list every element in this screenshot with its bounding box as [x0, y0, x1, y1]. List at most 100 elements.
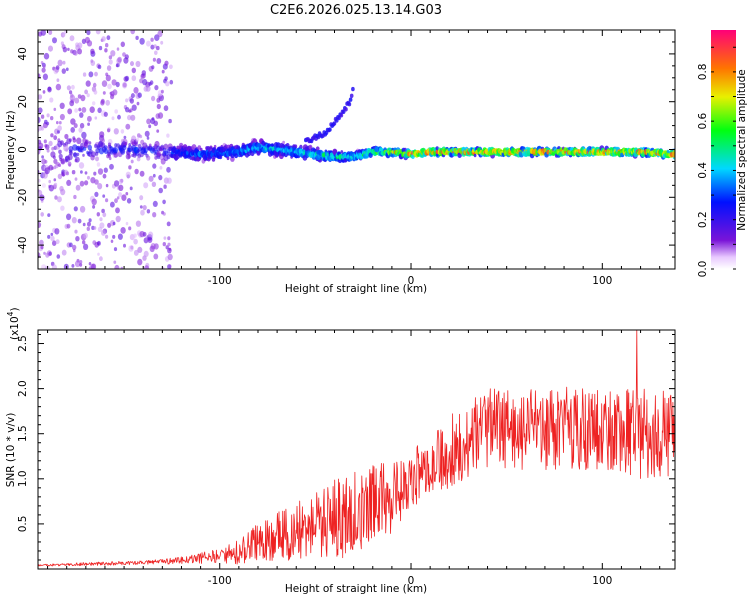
spectral-point	[70, 126, 75, 133]
spectral-point	[38, 139, 42, 145]
spectral-point	[59, 140, 64, 146]
spectral-point	[156, 45, 160, 51]
spectral-point	[153, 253, 159, 260]
snr-ytick-label: 1.5	[17, 425, 29, 442]
spectral-point	[158, 174, 163, 181]
spectral-point	[103, 167, 108, 173]
spectral-point	[315, 146, 320, 152]
spectral-point	[131, 104, 137, 111]
spectral-point	[118, 192, 123, 198]
spectral-point	[129, 186, 133, 191]
spectral-point	[120, 178, 124, 183]
spectral-point	[108, 153, 111, 158]
spectral-point	[129, 108, 133, 113]
spectral-point	[48, 184, 54, 192]
spectral-point	[76, 152, 80, 157]
spectrogram-ytick-label: 20	[17, 95, 29, 108]
snr-multiplier-label: (x104)	[6, 307, 21, 340]
spectral-point	[48, 45, 53, 52]
spectral-point	[143, 250, 149, 257]
spectral-point	[99, 222, 105, 229]
spectral-point	[151, 95, 156, 102]
spectral-point	[82, 222, 86, 227]
spectral-point	[107, 142, 112, 147]
spectral-point	[157, 112, 164, 119]
spectral-point	[38, 178, 41, 183]
spectral-point	[332, 148, 338, 155]
snr-xlabel: Height of straight line (km)	[285, 583, 427, 595]
spectral-point	[90, 48, 95, 54]
colorbar-tick-label: 0.2	[697, 211, 709, 228]
spectral-point	[105, 43, 109, 48]
spectral-point	[77, 218, 82, 224]
spectral-point	[156, 129, 160, 133]
spectral-point	[163, 143, 169, 150]
spectral-point	[168, 247, 172, 251]
spectral-point	[87, 221, 91, 227]
spectral-point	[101, 138, 105, 143]
spectral-point	[102, 173, 107, 179]
spectral-point	[151, 117, 155, 121]
spectral-point	[127, 114, 132, 121]
spectrogram-ytick-label: 40	[17, 47, 29, 60]
spectral-point	[57, 125, 62, 132]
spectral-point	[137, 92, 142, 98]
spectral-point	[59, 113, 65, 121]
spectral-point	[79, 112, 84, 118]
colorbar: 0.0 0.2 0.4 0.6 0.8 Normalized spectral …	[697, 30, 748, 277]
spectral-point	[151, 181, 157, 187]
spectral-point	[75, 156, 80, 163]
spectral-point	[92, 101, 96, 106]
spectral-point	[91, 198, 97, 206]
spectral-point	[87, 122, 90, 126]
spectral-point	[344, 107, 348, 112]
spectral-point	[53, 158, 58, 165]
spectral-point	[48, 140, 53, 147]
spectral-point	[117, 56, 122, 63]
spectral-point	[125, 123, 131, 130]
spectral-point	[58, 153, 63, 160]
spectral-point	[328, 127, 332, 132]
spectral-point	[108, 156, 112, 161]
spectral-point	[55, 65, 60, 70]
spectral-point	[337, 115, 341, 121]
spectral-point	[164, 60, 169, 66]
spectral-point	[52, 240, 57, 246]
spectral-point	[86, 93, 90, 98]
spectral-point	[224, 144, 228, 149]
spectral-point	[67, 153, 73, 161]
spectral-point	[91, 151, 96, 158]
spectral-point	[125, 192, 129, 196]
spectral-point	[348, 97, 353, 102]
spectral-point	[79, 205, 86, 213]
spectral-point	[146, 40, 151, 47]
spectral-point	[130, 159, 134, 164]
spectrogram-xtick-label: 0	[408, 275, 415, 287]
spectral-point	[78, 107, 82, 112]
spectral-point	[142, 231, 147, 237]
spectral-point	[105, 183, 109, 188]
spectral-point	[128, 226, 132, 231]
spectral-point	[137, 246, 143, 253]
spectrogram-xtick-label: -100	[208, 275, 232, 287]
spectral-point	[78, 162, 85, 169]
spectral-point	[139, 170, 145, 177]
spectral-point	[167, 236, 171, 241]
spectral-point	[74, 229, 78, 234]
spectral-point	[94, 143, 98, 149]
spectral-point	[131, 75, 137, 82]
snr-ytick-label: 2.0	[17, 380, 29, 397]
spectral-point	[52, 155, 56, 160]
spectral-point	[151, 65, 155, 70]
spectral-point	[58, 163, 61, 167]
spectral-point	[71, 217, 77, 224]
spectrogram-ytick-label: 0	[17, 146, 29, 153]
spectral-point	[125, 107, 130, 113]
snr-series-line	[38, 330, 675, 567]
spectral-point	[62, 33, 66, 37]
spectral-point	[141, 70, 146, 76]
spectral-point	[139, 37, 145, 45]
spectral-point	[60, 158, 66, 165]
spectral-point	[113, 128, 119, 135]
spectral-point	[53, 182, 58, 187]
